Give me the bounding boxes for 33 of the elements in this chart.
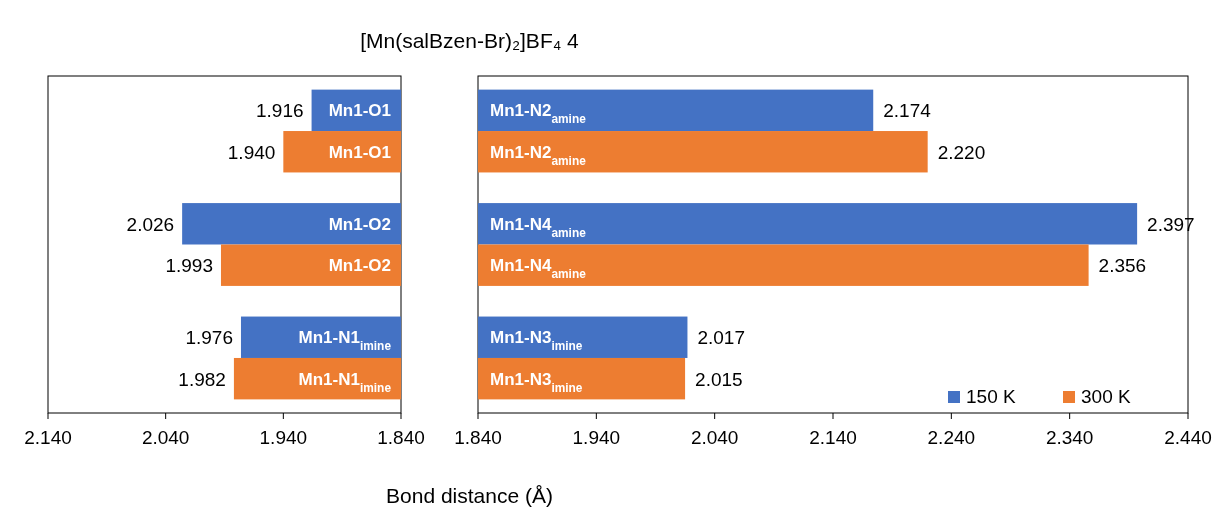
x-tick-label: 2.240 <box>927 427 976 448</box>
x-tick-label: 2.340 <box>1045 427 1094 448</box>
x-tick-label: 2.040 <box>690 427 739 448</box>
data-label: 2.017 <box>697 327 745 349</box>
legend-label: 300 K <box>1081 386 1131 407</box>
x-tick-label: 2.440 <box>1164 427 1212 448</box>
data-label: 1.993 <box>165 255 213 277</box>
data-label: 1.976 <box>185 327 233 349</box>
x-tick-label: 2.140 <box>24 427 72 448</box>
x-tick-label: 1.940 <box>259 427 308 448</box>
data-label: 1.916 <box>256 100 304 122</box>
data-label: 2.397 <box>1147 213 1195 235</box>
data-label: 2.220 <box>937 141 986 163</box>
data-label: 1.982 <box>178 368 226 390</box>
y-tick-label: Mn1-N3$_{imine}$ <box>490 369 583 395</box>
x-tick-label: 1.840 <box>377 427 425 448</box>
data-label: 2.026 <box>126 213 175 235</box>
legend-label: 150 K <box>966 386 1016 407</box>
data-label: 2.356 <box>1098 255 1147 277</box>
data-label: 2.174 <box>883 100 932 122</box>
y-tick-label: Mn1-N2$_{amine}$ <box>490 142 587 168</box>
x-tick-label: 1.940 <box>572 427 621 448</box>
x-tick-label: 1.840 <box>454 427 502 448</box>
x-tick-label: 2.040 <box>141 427 190 448</box>
x-axis-title: Bond distance (Å) <box>386 484 553 507</box>
y-tick-label: Mn1-O1 <box>328 142 391 162</box>
data-label: 2.015 <box>695 368 743 390</box>
data-label: 1.940 <box>227 141 276 163</box>
y-tick-label: Mn1-N4$_{amine}$ <box>490 256 587 282</box>
y-tick-label: Mn1-N1$_{imine}$ <box>298 369 392 395</box>
y-tick-label: Mn1-O2 <box>328 256 391 276</box>
text: [Mn(salBzen-Br)₂]BF₄ 4 <box>360 29 580 52</box>
x-tick-label: 2.140 <box>809 427 857 448</box>
